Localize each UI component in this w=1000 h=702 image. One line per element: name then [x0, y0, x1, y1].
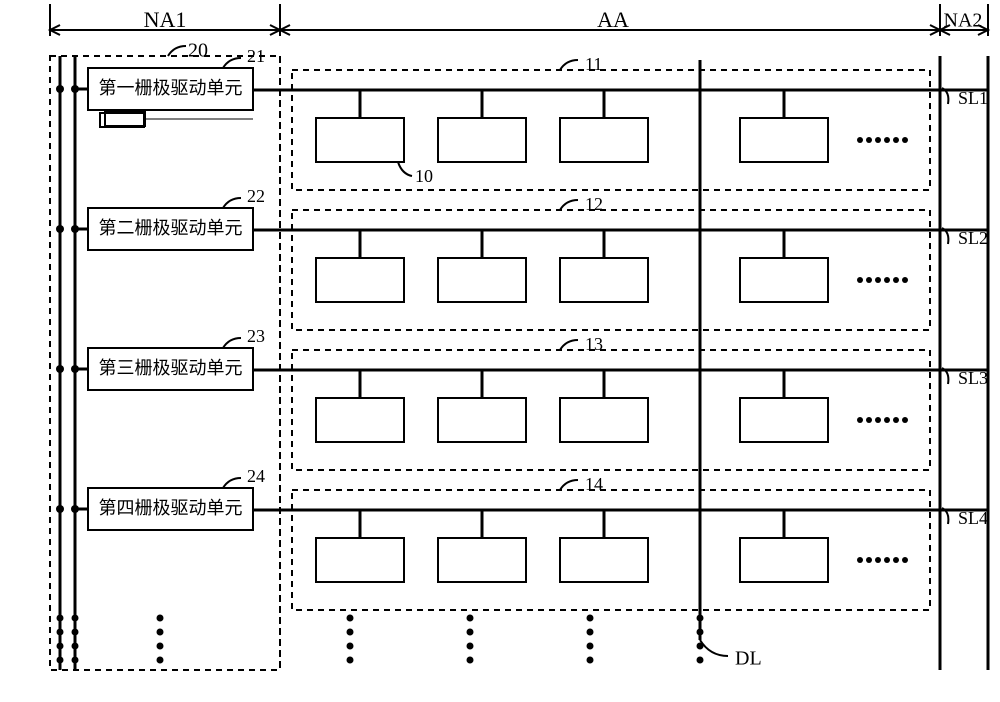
- driver-label-3: 第三栅极驱动单元: [99, 358, 243, 378]
- ref-23: 23: [247, 326, 265, 346]
- driver-label-1: 第一栅极驱动单元: [99, 78, 243, 98]
- pixel-box: [740, 398, 828, 442]
- driver-label-4: 第四栅极驱动单元: [99, 498, 243, 518]
- label-na1: NA1: [144, 7, 187, 32]
- label-sl1: SL1: [958, 88, 988, 108]
- pixel-box: [438, 398, 526, 442]
- pixel-box: [316, 538, 404, 582]
- pixel-box: [316, 258, 404, 302]
- label-sl3: SL3: [958, 368, 988, 388]
- ref-14: 14: [585, 474, 603, 494]
- pixel-box: [560, 398, 648, 442]
- pixel-box: [316, 118, 404, 162]
- pixel-box: [438, 258, 526, 302]
- label-sl2: SL2: [958, 228, 988, 248]
- ref-12: 12: [585, 194, 603, 214]
- pixel-box: [560, 538, 648, 582]
- pixel-box: [560, 258, 648, 302]
- ref-21: 21: [247, 46, 265, 66]
- ref-22: 22: [247, 186, 265, 206]
- driver1-subbox: [100, 113, 144, 127]
- pixel-box: [740, 118, 828, 162]
- driver-label-2: 第二栅极驱动单元: [99, 218, 243, 238]
- pixel-box: [438, 118, 526, 162]
- pixel-box: [438, 538, 526, 582]
- diagram-root: NA1 AA NA2 20 DL SL1 11 第一栅极驱动单元21 10 SL2 12 第二栅极驱动…: [0, 0, 1000, 702]
- ref-dl: DL: [735, 648, 762, 670]
- pixel-box: [316, 398, 404, 442]
- ref-13: 13: [585, 334, 603, 354]
- pixel-box: [740, 258, 828, 302]
- pixel-box: [560, 118, 648, 162]
- pixel-box: [740, 538, 828, 582]
- ref-20: 20: [188, 40, 208, 62]
- ref-10: 10: [415, 166, 433, 186]
- label-sl4: SL4: [958, 508, 988, 528]
- ref-24: 24: [247, 466, 265, 486]
- ref-11: 11: [585, 54, 602, 74]
- label-aa: AA: [597, 7, 629, 32]
- label-na2: NA2: [944, 10, 983, 32]
